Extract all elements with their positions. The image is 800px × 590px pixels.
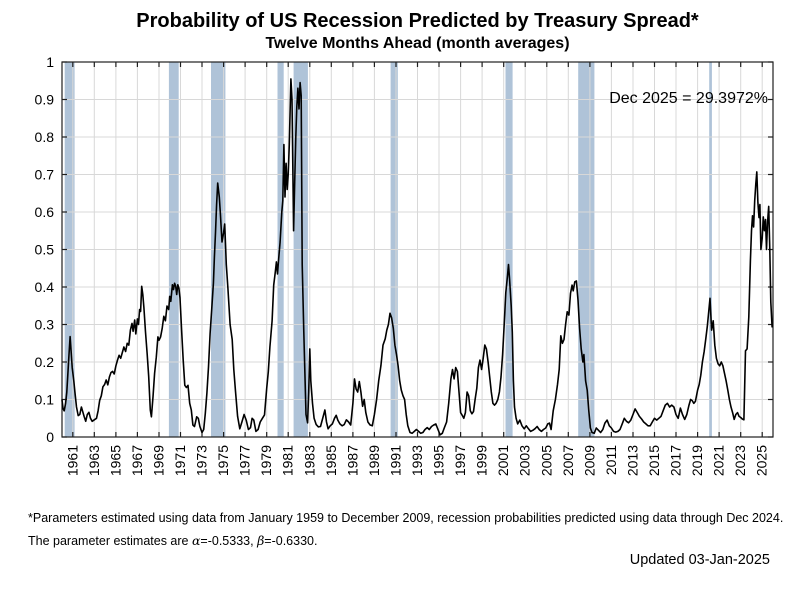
alpha-symbol: α <box>191 533 201 548</box>
x-tick-label: 2019 <box>689 445 705 476</box>
x-tick-label: 2001 <box>495 445 511 476</box>
y-tick-label: 0.9 <box>35 92 55 108</box>
x-tick-label: 1967 <box>129 445 145 476</box>
y-tick-label: 0.1 <box>35 392 55 408</box>
x-tick-label: 1975 <box>215 445 231 476</box>
x-tick-label: 1993 <box>409 445 425 476</box>
x-tick-label: 1977 <box>237 445 253 476</box>
x-tick-label: 2005 <box>538 445 554 476</box>
last-value-annotation: Dec 2025 = 29.3972% <box>609 90 768 107</box>
x-tick-label: 2023 <box>732 445 748 476</box>
probability-line <box>61 78 773 436</box>
updated-date-label: Updated 03-Jan-2025 <box>629 552 770 568</box>
y-tick-label: 0.7 <box>35 167 55 183</box>
x-tick-label: 1971 <box>172 445 188 476</box>
x-tick-label: 1979 <box>258 445 274 476</box>
page-title: Probability of US Recession Predicted by… <box>136 10 699 32</box>
x-tick-label: 1963 <box>86 445 102 476</box>
y-tick-label: 0.2 <box>35 354 55 370</box>
y-tick-label: 0.4 <box>35 279 55 295</box>
y-tick-label: 1 <box>46 54 54 70</box>
beta-estimate: =-0.6330. <box>264 534 318 548</box>
x-tick-label: 2015 <box>646 445 662 476</box>
x-tick-label: 2017 <box>668 445 684 476</box>
x-tick-label: 1987 <box>344 445 360 476</box>
y-tick-label: 0.8 <box>35 129 55 145</box>
x-tick-label: 2003 <box>517 445 533 476</box>
x-tick-label: 1999 <box>474 445 490 476</box>
beta-symbol: β <box>257 533 265 548</box>
x-tick-label: 2021 <box>711 445 727 476</box>
footnote-line-2-prefix: The parameter estimates are <box>28 534 192 548</box>
x-tick-label: 1991 <box>388 445 404 476</box>
footnote-line-2: The parameter estimates are α=-0.5333, β… <box>28 533 317 548</box>
x-tick-label: 2025 <box>754 445 770 476</box>
x-tick-label: 1997 <box>452 445 468 476</box>
x-tick-label: 2013 <box>625 445 641 476</box>
x-tick-label: 2009 <box>581 445 597 476</box>
x-tick-label: 1973 <box>194 445 210 476</box>
x-tick-label: 1989 <box>366 445 382 476</box>
x-tick-label: 2007 <box>560 445 576 476</box>
y-tick-label: 0.6 <box>35 204 55 220</box>
y-tick-label: 0.3 <box>35 317 55 333</box>
x-tick-label: 1961 <box>64 445 80 476</box>
y-tick-label: 0 <box>46 429 54 445</box>
y-tick-label: 0.5 <box>35 242 55 258</box>
x-tick-label: 1985 <box>323 445 339 476</box>
x-tick-label: 1965 <box>107 445 123 476</box>
x-tick-label: 1969 <box>151 445 167 476</box>
x-tick-label: 2011 <box>603 445 619 475</box>
x-tick-label: 1983 <box>301 445 317 476</box>
page-subtitle: Twelve Months Ahead (month averages) <box>265 35 570 52</box>
alpha-estimate: =-0.5333, <box>200 534 258 548</box>
x-tick-label: 1995 <box>431 445 447 476</box>
footnote-line-1: *Parameters estimated using data from Ja… <box>28 511 784 525</box>
x-tick-label: 1981 <box>280 445 296 476</box>
